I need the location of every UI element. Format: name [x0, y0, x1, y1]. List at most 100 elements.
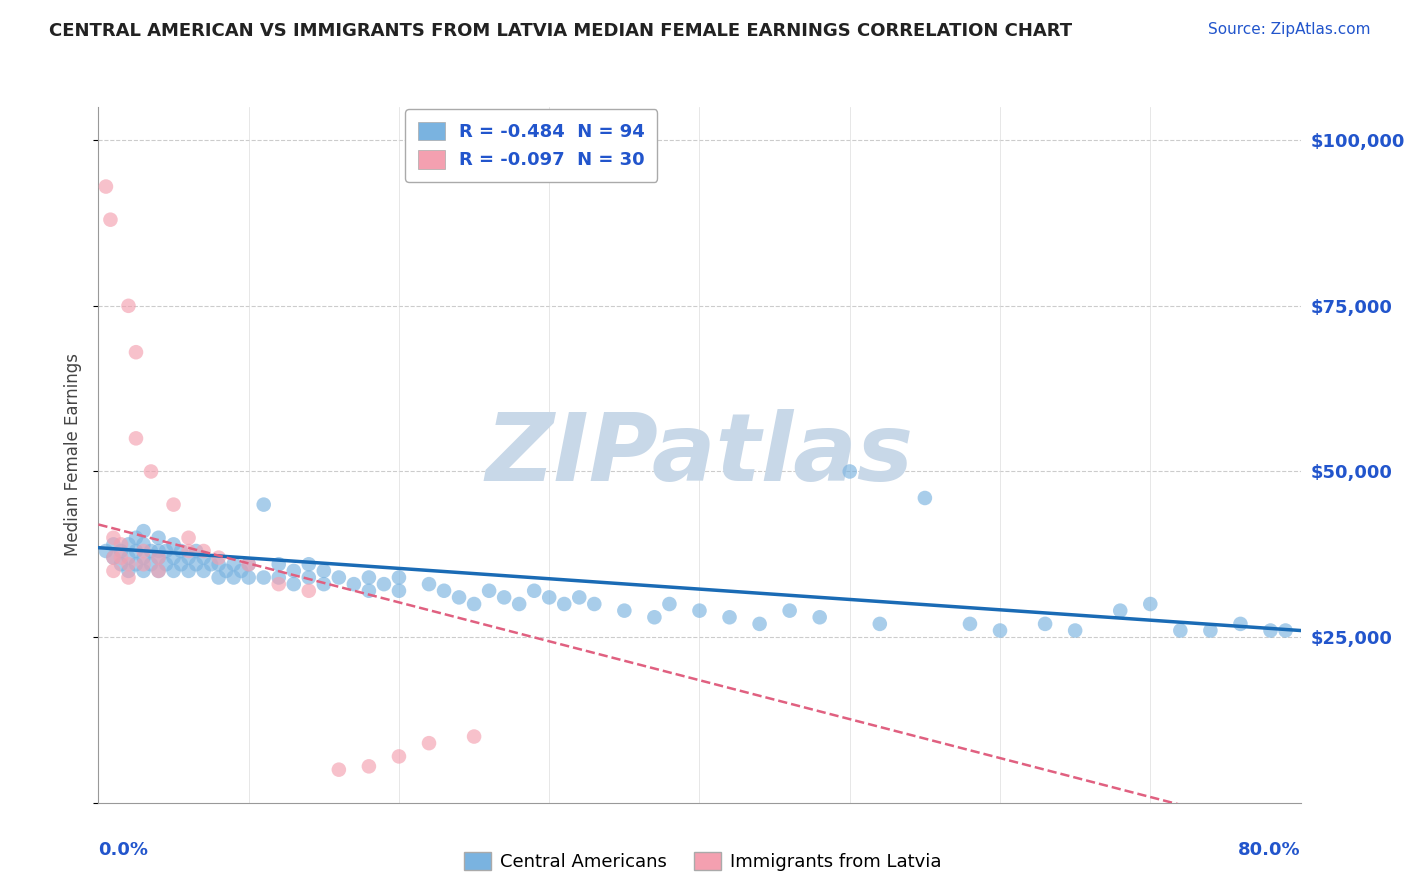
Point	[177, 531, 200, 545]
Point	[343, 577, 366, 591]
Point	[117, 564, 139, 578]
Point	[267, 558, 290, 572]
Point	[94, 544, 117, 558]
Point	[418, 736, 440, 750]
Point	[1139, 597, 1161, 611]
Point	[267, 570, 290, 584]
Point	[110, 550, 132, 565]
Point	[184, 558, 207, 572]
Point	[103, 564, 125, 578]
Point	[1260, 624, 1282, 638]
Point	[215, 564, 238, 578]
Point	[94, 179, 117, 194]
Point	[103, 531, 125, 545]
Point	[162, 550, 184, 565]
Point	[132, 558, 155, 572]
Point	[328, 763, 350, 777]
Point	[148, 564, 170, 578]
Point	[177, 550, 200, 565]
Point	[538, 591, 561, 605]
Point	[418, 577, 440, 591]
Point	[103, 537, 125, 551]
Point	[508, 597, 530, 611]
Point	[869, 616, 891, 631]
Point	[373, 577, 395, 591]
Point	[125, 531, 148, 545]
Point	[658, 597, 681, 611]
Point	[139, 544, 162, 558]
Point	[155, 558, 177, 572]
Point	[613, 604, 636, 618]
Point	[125, 431, 148, 445]
Point	[523, 583, 546, 598]
Point	[298, 570, 321, 584]
Point	[125, 345, 148, 359]
Point	[1033, 616, 1056, 631]
Point	[1229, 616, 1251, 631]
Point	[110, 537, 132, 551]
Point	[117, 299, 139, 313]
Point	[447, 591, 470, 605]
Point	[914, 491, 936, 505]
Point	[125, 544, 148, 558]
Point	[298, 583, 321, 598]
Point	[148, 550, 170, 565]
Point	[110, 558, 132, 572]
Text: 80.0%: 80.0%	[1237, 841, 1301, 859]
Point	[162, 498, 184, 512]
Point	[267, 577, 290, 591]
Point	[568, 591, 591, 605]
Point	[838, 465, 860, 479]
Text: ZIPatlas: ZIPatlas	[485, 409, 914, 501]
Point	[117, 537, 139, 551]
Point	[312, 577, 335, 591]
Point	[1109, 604, 1132, 618]
Point	[208, 570, 231, 584]
Point	[583, 597, 606, 611]
Y-axis label: Median Female Earnings: Median Female Earnings	[63, 353, 82, 557]
Point	[117, 550, 139, 565]
Point	[253, 570, 276, 584]
Point	[1199, 624, 1222, 638]
Point	[238, 558, 260, 572]
Point	[238, 570, 260, 584]
Point	[298, 558, 321, 572]
Point	[117, 558, 139, 572]
Point	[238, 558, 260, 572]
Point	[110, 544, 132, 558]
Point	[388, 749, 411, 764]
Point	[170, 558, 193, 572]
Point	[208, 550, 231, 565]
Point	[643, 610, 665, 624]
Point	[100, 212, 122, 227]
Point	[328, 570, 350, 584]
Point	[283, 564, 305, 578]
Text: Source: ZipAtlas.com: Source: ZipAtlas.com	[1208, 22, 1371, 37]
Point	[433, 583, 456, 598]
Point	[132, 564, 155, 578]
Point	[689, 604, 711, 618]
Point	[162, 564, 184, 578]
Point	[132, 537, 155, 551]
Legend: Central Americans, Immigrants from Latvia: Central Americans, Immigrants from Latvi…	[457, 845, 949, 879]
Point	[312, 564, 335, 578]
Point	[103, 550, 125, 565]
Point	[132, 524, 155, 538]
Point	[148, 550, 170, 565]
Point	[193, 564, 215, 578]
Point	[193, 544, 215, 558]
Point	[388, 583, 411, 598]
Point	[222, 570, 245, 584]
Point	[117, 570, 139, 584]
Point	[103, 550, 125, 565]
Point	[478, 583, 501, 598]
Point	[184, 544, 207, 558]
Point	[200, 558, 222, 572]
Point	[231, 564, 253, 578]
Point	[208, 558, 231, 572]
Point	[808, 610, 831, 624]
Point	[748, 616, 770, 631]
Point	[959, 616, 981, 631]
Point	[553, 597, 575, 611]
Point	[139, 558, 162, 572]
